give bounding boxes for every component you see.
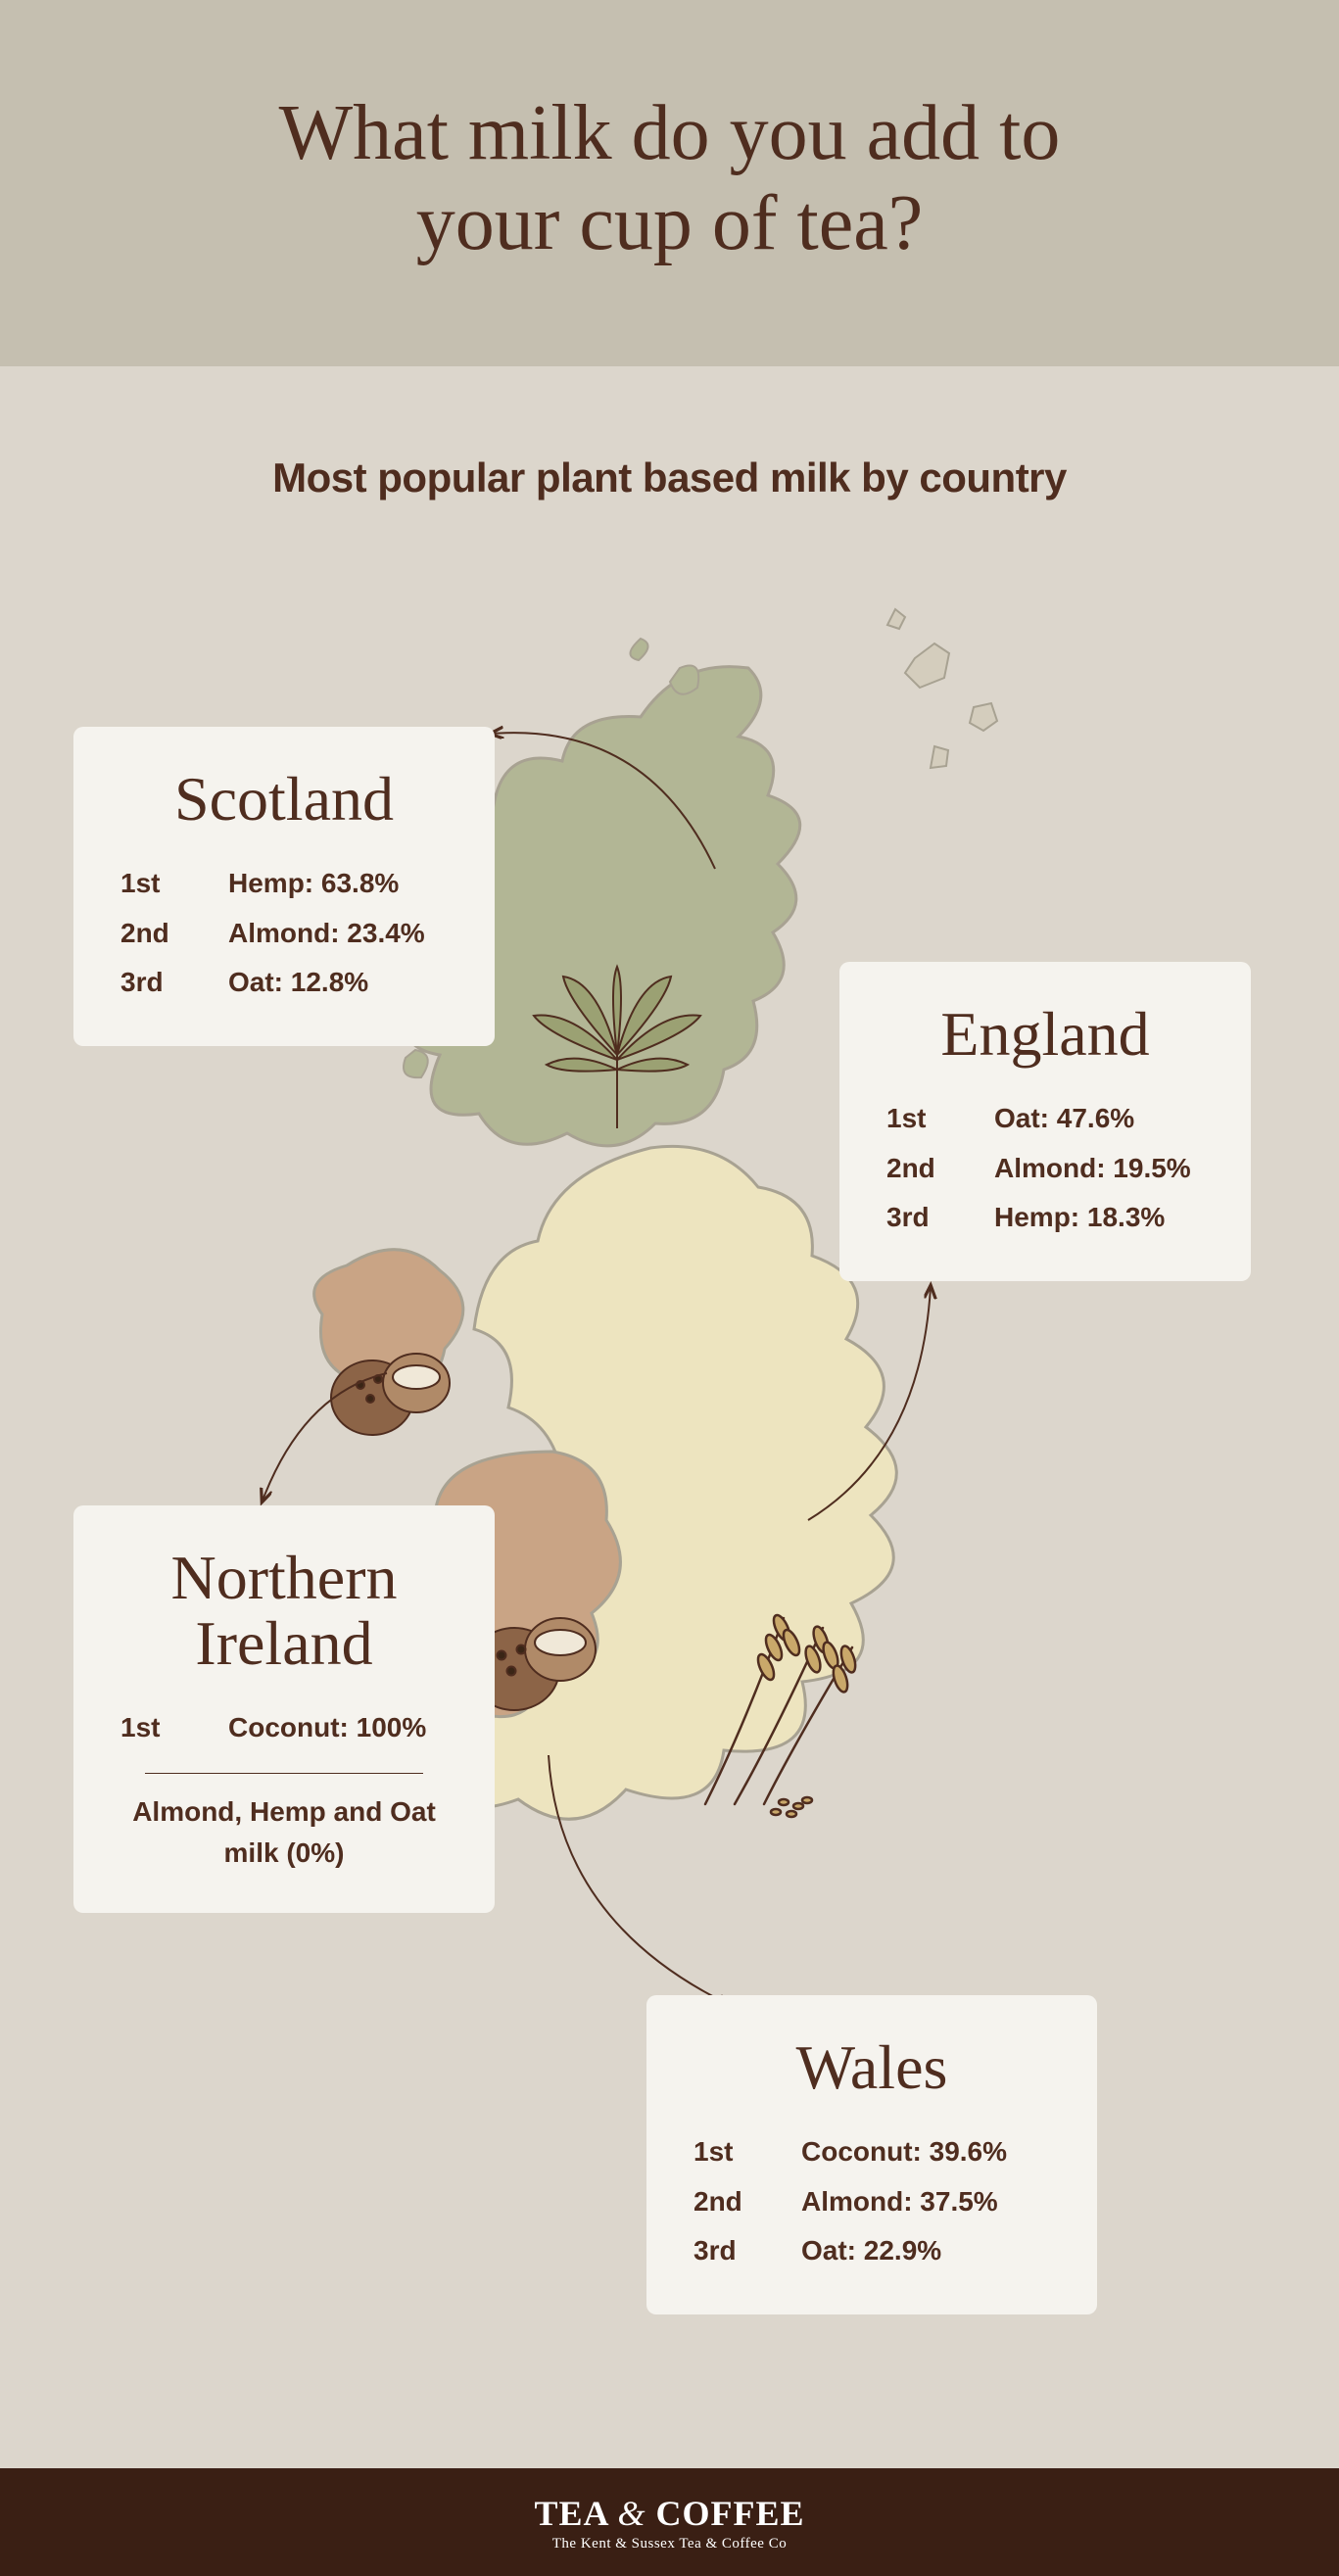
- country-name: NorthernIreland: [120, 1545, 448, 1676]
- arrow-scotland: [480, 692, 735, 888]
- arrow-ni: [245, 1363, 402, 1510]
- milk-value: Coconut: 100%: [228, 1703, 448, 1752]
- rank-row: 2nd Almond: 37.5%: [693, 2177, 1050, 2226]
- england-card: England 1st Oat: 47.6% 2nd Almond: 19.5%…: [839, 962, 1251, 1281]
- rank-row: 3rd Oat: 12.8%: [120, 958, 448, 1007]
- milk-value: Coconut: 39.6%: [801, 2127, 1050, 2176]
- rank-row: 1st Coconut: 39.6%: [693, 2127, 1050, 2176]
- header-band: What milk do you add toyour cup of tea?: [0, 0, 1339, 366]
- rank-row: 1st Hemp: 63.8%: [120, 859, 448, 908]
- milk-value: Hemp: 18.3%: [994, 1193, 1204, 1242]
- rank: 3rd: [120, 958, 228, 1007]
- country-name: England: [886, 1001, 1204, 1067]
- milk-value: Oat: 47.6%: [994, 1094, 1204, 1143]
- wales-card: Wales 1st Coconut: 39.6% 2nd Almond: 37.…: [646, 1995, 1097, 2314]
- rank-row: 3rd Hemp: 18.3%: [886, 1193, 1204, 1242]
- brand-tea: TEA: [534, 2494, 607, 2533]
- scotland-card: Scotland 1st Hemp: 63.8% 2nd Almond: 23.…: [73, 727, 495, 1046]
- rank: 3rd: [886, 1193, 994, 1242]
- country-name: Scotland: [120, 766, 448, 832]
- arrow-england: [793, 1275, 960, 1530]
- subtitle: Most popular plant based milk by country: [0, 454, 1339, 501]
- map-area: Scotland 1st Hemp: 63.8% 2nd Almond: 23.…: [0, 501, 1339, 2362]
- rank: 2nd: [886, 1144, 994, 1193]
- arrow-wales: [529, 1745, 744, 2020]
- footer-band: TEA & COFFEE The Kent & Sussex Tea & Cof…: [0, 2468, 1339, 2576]
- divider: [145, 1773, 423, 1774]
- rank: 1st: [886, 1094, 994, 1143]
- rank-row: 2nd Almond: 19.5%: [886, 1144, 1204, 1193]
- hemp-leaf-icon: [519, 962, 715, 1158]
- rank-row: 2nd Almond: 23.4%: [120, 909, 448, 958]
- milk-value: Oat: 22.9%: [801, 2226, 1050, 2275]
- rank-row: 3rd Oat: 22.9%: [693, 2226, 1050, 2275]
- footer-tagline: The Kent & Sussex Tea & Coffee Co: [552, 2536, 787, 2552]
- main-title: What milk do you add toyour cup of tea?: [0, 88, 1339, 268]
- rank-row: 1st Coconut: 100%: [120, 1703, 448, 1752]
- country-name: Wales: [693, 2034, 1050, 2100]
- milk-value: Hemp: 63.8%: [228, 859, 448, 908]
- rank: 1st: [693, 2127, 801, 2176]
- milk-value: Almond: 19.5%: [994, 1144, 1204, 1193]
- milk-value: Almond: 23.4%: [228, 909, 448, 958]
- milk-value: Oat: 12.8%: [228, 958, 448, 1007]
- rank-row: 1st Oat: 47.6%: [886, 1094, 1204, 1143]
- footer-brand: TEA & COFFEE: [534, 2493, 804, 2534]
- ni-card: NorthernIreland 1st Coconut: 100% Almond…: [73, 1505, 495, 1913]
- ni-note: Almond, Hemp and Oatmilk (0%): [120, 1791, 448, 1874]
- brand-amp: &: [618, 2494, 646, 2533]
- rank: 3rd: [693, 2226, 801, 2275]
- milk-value: Almond: 37.5%: [801, 2177, 1050, 2226]
- rank: 1st: [120, 859, 228, 908]
- rank: 2nd: [120, 909, 228, 958]
- rank: 2nd: [693, 2177, 801, 2226]
- brand-coffee: COFFEE: [656, 2494, 805, 2533]
- rank: 1st: [120, 1703, 228, 1752]
